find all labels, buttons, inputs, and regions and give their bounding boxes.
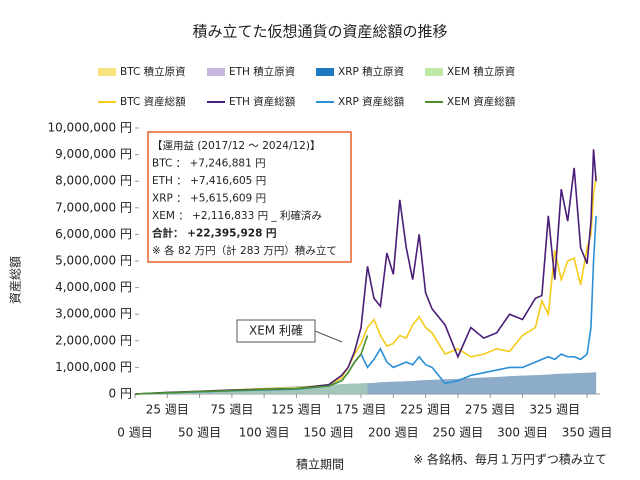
x-tick-label: 300 週目 [497,426,548,440]
legend-label: BTC 積立原資 [120,65,186,78]
callout-box [236,319,316,343]
value-line [134,335,369,395]
legend-label: XRP 積立原資 [338,65,404,78]
legend-label: XRP 資産総額 [338,95,405,108]
y-tick-label: 9,000,000 円 [55,147,132,161]
annotation-line: 【運用益 (2017/12 ～ 2024/12)】 [152,139,320,152]
x-tick-label: 150 週目 [303,426,354,440]
legend-swatch [207,68,225,76]
y-tick-label: 2,000,000 円 [55,333,132,347]
y-tick-label: 7,000,000 円 [55,200,132,214]
annotation-box [147,131,352,263]
y-tick-label: 8,000,000 円 [55,174,132,188]
x-tick-label: 25 週目 [146,403,189,417]
x-tick-label: 75 週目 [210,403,253,417]
legend-label: ETH 積立原資 [229,65,295,78]
callout-label: XEM 利確 [249,323,303,338]
x-tick-label: 250 週目 [433,426,484,440]
x-tick-label: 275 週目 [465,403,516,417]
annotation-line: XEM ： +2,116,833 円 _ 利確済み [152,209,322,222]
legend-swatch [98,68,116,76]
annotation-line: 合計： +22,395,928 円 [151,227,277,240]
annotation-line: ※ 各 82 万円（計 283 万円）積み立て [152,244,337,257]
y-tick-label: 5,000,000 円 [55,254,132,268]
principal-area [135,372,597,394]
y-tick-label: 0 円 [109,387,132,401]
x-tick-label: 50 週目 [178,426,221,440]
x-tick-label: 100 週目 [239,426,290,440]
legend-label: XEM 資産総額 [447,95,516,108]
y-axis-title: 資産総額 [8,256,23,304]
legend-swatch [316,68,334,76]
legend-label: XEM 積立原資 [447,65,515,78]
x-tick-label: 200 週目 [368,426,419,440]
value-line [134,175,597,395]
legend-label: BTC 資産総額 [120,95,186,108]
y-tick-label: 4,000,000 円 [55,280,132,294]
chart-title: 積み立てた仮想通貨の資産総額の推移 [192,23,447,41]
x-axis-title: 積立期間 [296,457,344,472]
x-tick-label: 175 週目 [336,403,387,417]
principal-area [135,372,597,394]
annotation-line: XRP ： +5,615,609 円 [152,193,266,205]
x-tick-label: 0 週目 [117,426,152,440]
value-line [134,149,597,395]
x-tick-label: 225 週目 [400,403,451,417]
x-tick-label: 125 週目 [271,403,322,417]
x-tick-label: 325 週目 [529,403,580,417]
legend-label: ETH 資産総額 [229,95,296,108]
principal-area [135,372,597,394]
y-tick-label: 10,000,000 円 [47,121,132,135]
x-tick-label: 350 週目 [562,426,613,440]
annotation-line: BTC ： +7,246,881 円 [152,158,266,170]
callout-leader [314,330,343,343]
y-tick-label: 3,000,000 円 [55,307,132,321]
annotation-line: ETH ： +7,416,605 円 [152,175,266,187]
y-tick-label: 1,000,000 円 [55,360,132,374]
legend-swatch [425,68,443,76]
note: ※ 各銘柄、毎月１万円ずつ積み立て [413,452,607,467]
y-tick-label: 6,000,000 円 [55,227,132,241]
